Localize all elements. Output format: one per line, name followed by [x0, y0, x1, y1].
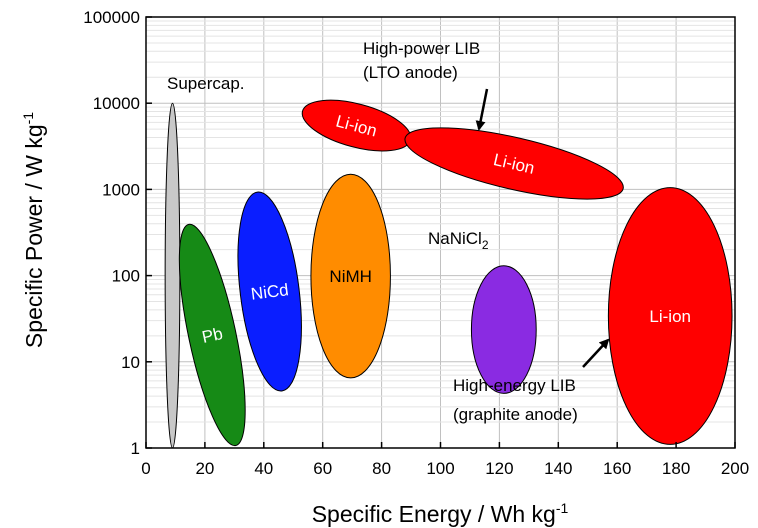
x-tick-label: 80 [372, 459, 391, 478]
x-tick-label: 20 [195, 459, 214, 478]
y-tick-label: 10000 [93, 94, 140, 113]
label-pb: Pb [200, 324, 224, 347]
region-supercap [164, 102, 181, 449]
high-energy-arrow [582, 338, 610, 368]
ellipse-nicd [237, 191, 302, 392]
x-tick-label: 200 [721, 459, 749, 478]
y-tick-label: 10 [121, 353, 140, 372]
region-li-ion-high-power-upper: Li-ion [301, 99, 412, 152]
nanicl2-annotation: NaNiCl2 [428, 229, 489, 252]
high-energy-lib-annotation: High-energy LIB [453, 376, 576, 395]
y-tick-label: 100000 [83, 8, 140, 27]
y-tick-label: 1 [131, 439, 140, 458]
supercap-annotation: Supercap. [167, 74, 245, 93]
x-axis-title: Specific Energy / Wh kg-1 [312, 500, 569, 527]
x-tick-label: 180 [662, 459, 690, 478]
region-li-ion-high-power-lower: Li-ion [404, 127, 624, 200]
label-nicd: NiCd [250, 280, 290, 303]
ellipse-pb [178, 223, 246, 447]
graphite-anode-annotation: (graphite anode) [453, 405, 578, 424]
y-tick-label: 100 [112, 267, 140, 286]
region-pb: Pb [178, 223, 246, 447]
high-power-arrow [475, 88, 489, 131]
lto-anode-annotation: (LTO anode) [363, 63, 458, 82]
ellipse-li-ion-high-energy [607, 187, 733, 445]
high-power-lib-annotation: High-power LIB [363, 39, 480, 58]
region-nanicl2 [470, 265, 537, 394]
region-nicd: NiCd [237, 191, 302, 392]
x-tick-label: 160 [603, 459, 631, 478]
ellipse-nanicl2 [470, 265, 537, 394]
x-tick-label: 120 [485, 459, 513, 478]
x-tick-label: 60 [313, 459, 332, 478]
y-tick-label: 1000 [102, 180, 140, 199]
y-axis-title: Specific Power / W kg-1 [20, 112, 47, 348]
x-tick-label: 40 [254, 459, 273, 478]
x-tick-label: 140 [544, 459, 572, 478]
label-nimh: NiMH [329, 267, 372, 286]
x-tick-label: 0 [141, 459, 150, 478]
ellipse-supercap [164, 102, 181, 449]
axis-ticks: 0 20 40 60 80 100 120 140 160 180 200 1 10 100 1000 100… [83, 8, 749, 478]
region-li-ion-high-energy: Li-ion [607, 187, 733, 445]
region-nimh: NiMH [310, 173, 391, 379]
label-li-ion-high-energy: Li-ion [649, 307, 691, 326]
ellipse-nimh [310, 173, 391, 379]
ellipse-li-ion-high-power-lower [404, 127, 624, 200]
x-tick-label: 100 [426, 459, 454, 478]
